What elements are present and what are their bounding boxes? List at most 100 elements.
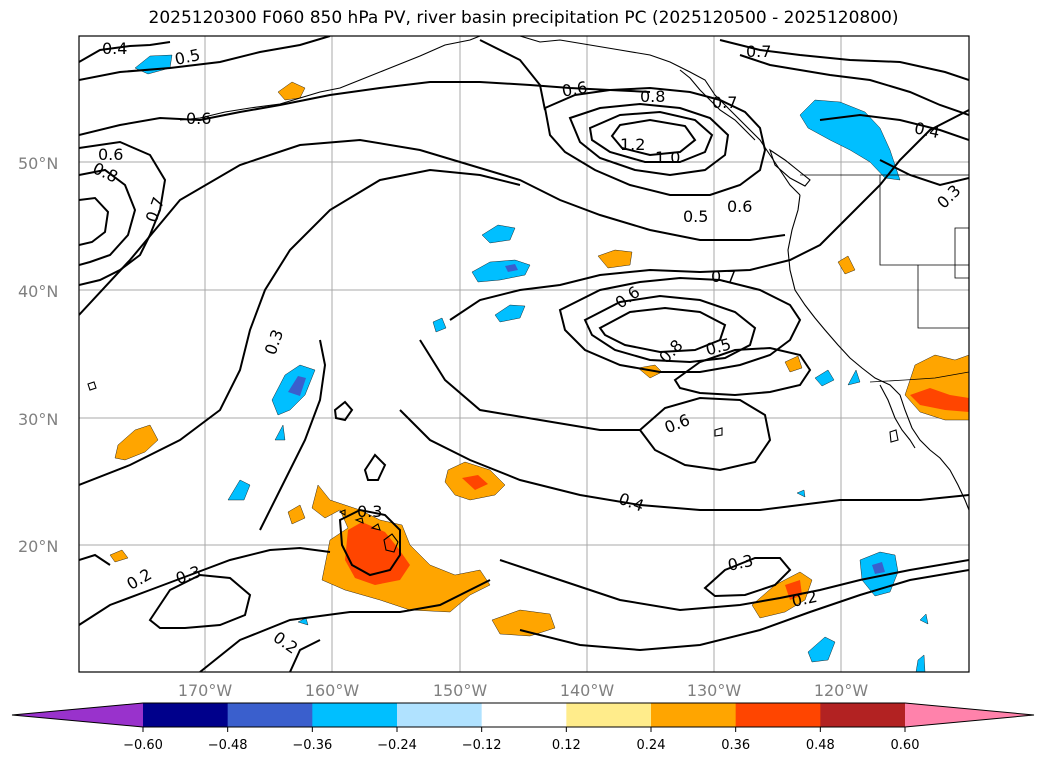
pv-contour (719, 39, 969, 81)
contour-label: 0.6 (727, 197, 752, 216)
precip-blob (109, 549, 129, 563)
precip-blob (494, 304, 526, 323)
contour-label: 1.0 (655, 148, 680, 167)
colorbar-tick-label: 0.60 (891, 738, 920, 753)
pv-contour (568, 102, 730, 177)
pv-contour (419, 339, 640, 431)
colorbar-segment (651, 703, 737, 727)
pv-contour (333, 400, 354, 422)
pv-contour (598, 306, 727, 354)
lon-label: 140°W (560, 681, 615, 700)
pv-contour (363, 453, 387, 481)
pv-contour (79, 168, 521, 486)
pv-contour (558, 276, 802, 373)
precip-blob (597, 249, 633, 269)
pv-contour (519, 569, 969, 652)
island-oahu (354, 517, 364, 524)
lat-label: 20°N (18, 537, 58, 556)
contour-label: 0.5 (173, 45, 202, 69)
pv-contour (79, 140, 167, 286)
precip-blob (114, 424, 159, 461)
pv-contour (819, 113, 969, 141)
coastline-us-west (787, 194, 969, 511)
pv-contour (399, 409, 969, 511)
coastline-bc-islands (679, 69, 756, 141)
colorbar-segment (566, 703, 652, 727)
precip-blob (481, 224, 516, 244)
precip-blob (491, 609, 556, 637)
contour-label: 0.4 (913, 118, 942, 142)
precip-blob (784, 355, 803, 373)
contour-label: 0.5 (683, 207, 708, 226)
colorbar-tick-label: −0.60 (123, 738, 163, 753)
colorbar: −0.60 −0.48 −0.36 −0.24 −0.12 0.12 0.24 0.36 0.4… (11, 702, 1035, 753)
map-frame (78, 35, 970, 673)
colorbar-segment (312, 703, 398, 727)
border-state (917, 265, 969, 329)
pv-contour (588, 110, 714, 163)
lon-label: 160°W (305, 681, 360, 700)
pv-contour (148, 573, 252, 629)
island-maui (370, 523, 381, 531)
contour-label: 0.8 (640, 87, 665, 106)
precip-blob (847, 369, 861, 386)
map-panel: 0.4 0.5 0.6 0.6 0.8 0.7 0.8 0.7 1.2 1.0 … (78, 35, 970, 673)
pv-contour (610, 118, 697, 157)
island-hawaii (383, 533, 399, 553)
pv-contour (79, 36, 331, 81)
lon-label: 120°W (814, 681, 869, 700)
precip-blob (274, 424, 286, 441)
pv-contour (479, 39, 546, 111)
lon-label: 150°W (433, 681, 488, 700)
precip-blob (807, 636, 836, 663)
pv-contours (79, 36, 969, 672)
colorbar-segment (143, 703, 229, 727)
colorbar-tick-label: 0.24 (637, 738, 666, 753)
contour-label: 0.6 (186, 109, 211, 128)
pv-contour (449, 109, 969, 321)
contour-label: 0.6 (560, 78, 588, 101)
contour-label: 0.3 (357, 502, 382, 521)
contour-label: 0.4 (102, 39, 127, 58)
island-tiny (889, 429, 899, 443)
coastline-vancouver (768, 148, 811, 187)
precip-blob (872, 562, 885, 574)
pv-contour (289, 639, 321, 672)
lon-labels: 170°W 160°W 150°W 140°W 130°W 120°W (178, 681, 869, 700)
colorbar-extend-high (905, 703, 1034, 727)
lat-label: 40°N (18, 282, 58, 301)
precip-blob (505, 264, 518, 272)
colorbar-tick-label: 0.36 (721, 738, 750, 753)
pv-contour (79, 546, 331, 626)
colorbar-tick-label: −0.36 (292, 738, 332, 753)
precip-blob (462, 475, 488, 490)
border-state (879, 175, 969, 266)
colorbar-segment (481, 703, 567, 727)
pv-contour (199, 579, 491, 672)
coastline-baja (879, 384, 916, 449)
pv-contour (638, 396, 772, 472)
precip-blob (910, 388, 969, 412)
pv-contour (259, 339, 327, 531)
island-tiny (714, 427, 723, 437)
lon-label: 170°W (178, 681, 233, 700)
precip-blob (432, 317, 447, 333)
lat-labels: 50°N 40°N 30°N 20°N (18, 154, 58, 556)
contour-label: 0.2 (790, 587, 819, 611)
coastlines (87, 36, 969, 553)
contour-label: 0.7 (711, 267, 736, 286)
precip-blob (227, 479, 251, 501)
precip-blob (297, 617, 309, 626)
precip-blob (915, 654, 926, 672)
colorbar-segment (735, 703, 821, 727)
pv-contour (673, 346, 812, 397)
lat-label: 50°N (18, 154, 58, 173)
pv-contour (543, 86, 767, 196)
border-us-mexico (869, 371, 969, 383)
contour-label: 0.3 (726, 551, 755, 575)
precip-blob (288, 376, 306, 396)
contour-label: 0.7 (746, 42, 771, 61)
island-kauai (338, 509, 346, 516)
precip-blob (859, 551, 899, 597)
